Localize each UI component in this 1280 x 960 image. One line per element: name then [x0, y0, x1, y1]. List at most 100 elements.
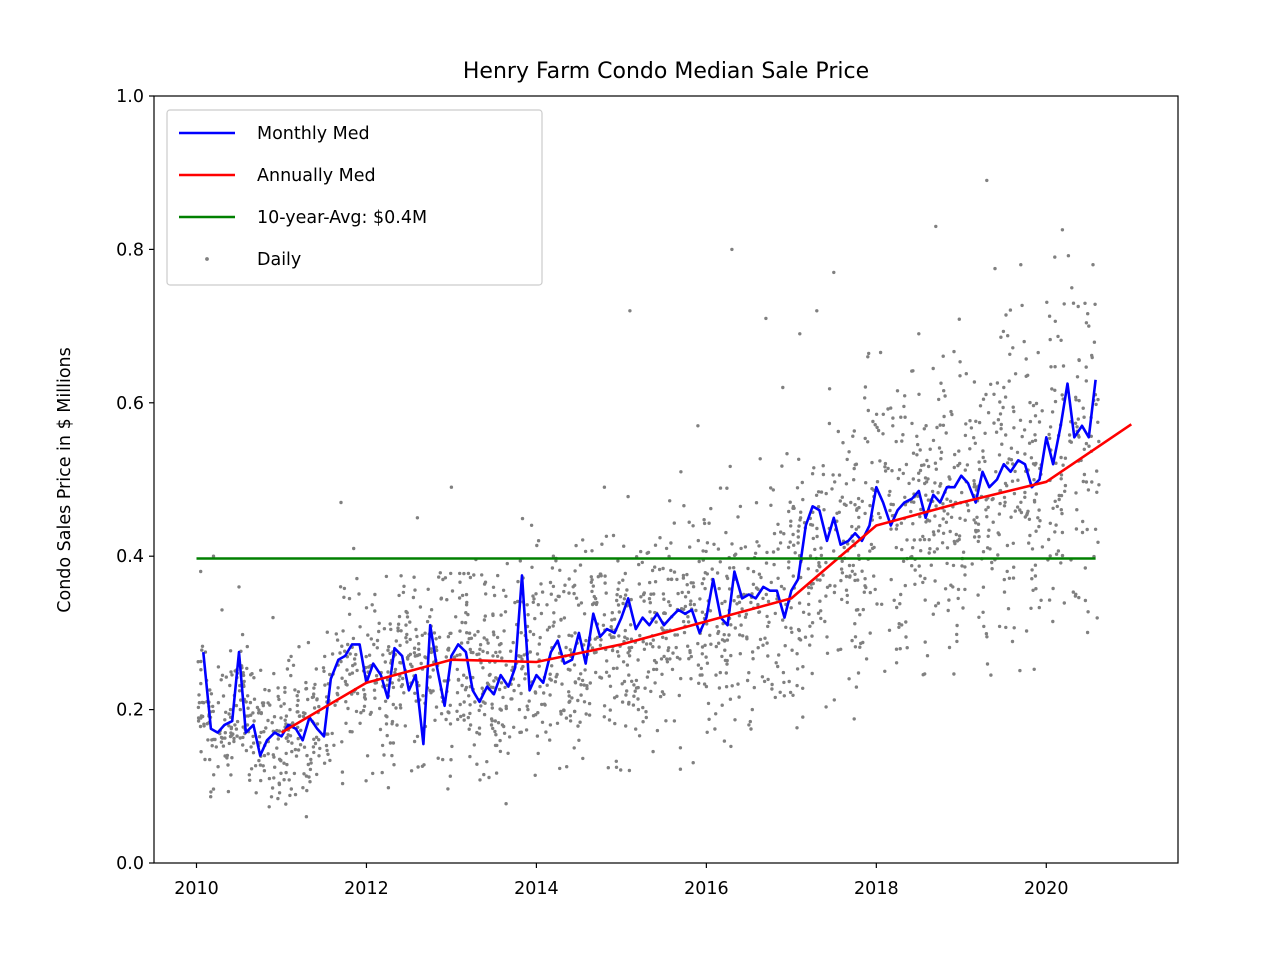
daily-point	[700, 610, 705, 614]
daily-point	[629, 597, 633, 602]
daily-point	[276, 686, 280, 690]
daily-point	[782, 680, 786, 685]
daily-point	[402, 691, 406, 695]
daily-point	[383, 699, 388, 703]
daily-point	[428, 688, 432, 693]
daily-point	[315, 697, 319, 701]
daily-point	[479, 704, 483, 708]
daily-point	[941, 517, 945, 521]
x-tick-label: 2016	[684, 879, 729, 899]
daily-point	[220, 673, 225, 677]
daily-point	[1060, 511, 1064, 516]
daily-point	[485, 681, 490, 685]
daily-point	[709, 506, 713, 511]
daily-point	[928, 447, 932, 451]
daily-point	[1061, 364, 1066, 368]
daily-point	[494, 650, 498, 655]
daily-point	[917, 564, 921, 568]
daily-point	[350, 671, 355, 675]
daily-point	[1063, 483, 1068, 488]
daily-point	[868, 549, 872, 553]
daily-point	[1026, 373, 1030, 377]
daily-point	[872, 545, 876, 550]
daily-point	[632, 683, 636, 687]
daily-point	[974, 521, 978, 525]
daily-point	[648, 580, 652, 585]
daily-point	[759, 575, 763, 580]
daily-point	[226, 763, 230, 767]
daily-point	[439, 596, 444, 600]
daily-point	[1034, 401, 1039, 406]
daily-point	[1071, 590, 1076, 594]
daily-point	[803, 635, 808, 639]
daily-point	[1027, 517, 1032, 521]
daily-point	[616, 587, 620, 591]
daily-point	[415, 516, 420, 520]
daily-point	[296, 736, 300, 741]
daily-point	[998, 501, 1002, 506]
daily-point	[598, 643, 603, 647]
daily-point	[431, 668, 435, 672]
daily-point	[718, 486, 723, 490]
daily-point	[1004, 433, 1008, 437]
daily-point	[1053, 365, 1057, 369]
daily-point	[654, 660, 658, 665]
daily-point	[272, 671, 276, 676]
daily-point	[989, 382, 993, 386]
daily-point	[673, 633, 677, 637]
daily-point	[905, 646, 909, 650]
daily-point	[594, 602, 599, 607]
daily-point	[795, 486, 800, 490]
daily-point	[648, 610, 652, 614]
daily-point	[469, 636, 474, 640]
daily-point	[200, 648, 204, 652]
daily-point	[537, 664, 541, 668]
daily-point	[897, 625, 901, 629]
daily-point	[306, 640, 311, 645]
daily-point	[689, 581, 693, 585]
daily-point	[643, 686, 647, 690]
daily-point	[941, 502, 945, 506]
daily-point	[478, 778, 482, 782]
daily-point	[630, 679, 634, 683]
daily-point	[994, 430, 999, 434]
daily-point	[1034, 461, 1038, 466]
daily-point	[492, 633, 496, 637]
daily-point	[714, 712, 718, 716]
daily-point	[408, 637, 412, 642]
daily-point	[1084, 441, 1089, 446]
daily-point	[749, 600, 753, 605]
daily-point	[221, 744, 226, 748]
daily-point	[732, 566, 736, 570]
daily-point	[284, 802, 288, 806]
daily-point	[860, 569, 864, 573]
daily-point	[1047, 537, 1051, 542]
daily-point	[576, 698, 580, 703]
daily-point	[369, 710, 373, 715]
daily-point	[832, 549, 836, 553]
daily-point	[548, 723, 553, 727]
daily-point	[1075, 425, 1079, 429]
daily-point	[618, 595, 623, 599]
daily-point	[263, 687, 267, 692]
daily-point	[623, 635, 627, 639]
daily-point	[536, 603, 540, 607]
daily-point	[653, 543, 658, 547]
daily-point	[789, 606, 793, 610]
daily-point	[487, 775, 491, 780]
daily-point	[386, 648, 390, 652]
daily-point	[539, 611, 544, 616]
daily-point	[355, 668, 359, 673]
daily-point	[700, 645, 705, 649]
daily-point	[757, 572, 762, 576]
daily-point	[832, 590, 837, 595]
daily-point	[1089, 434, 1094, 438]
daily-point	[961, 606, 965, 610]
daily-point	[431, 689, 435, 693]
daily-point	[819, 553, 824, 558]
daily-point	[291, 663, 296, 667]
daily-point	[1060, 553, 1065, 558]
daily-point	[385, 733, 389, 738]
daily-point	[957, 537, 961, 542]
